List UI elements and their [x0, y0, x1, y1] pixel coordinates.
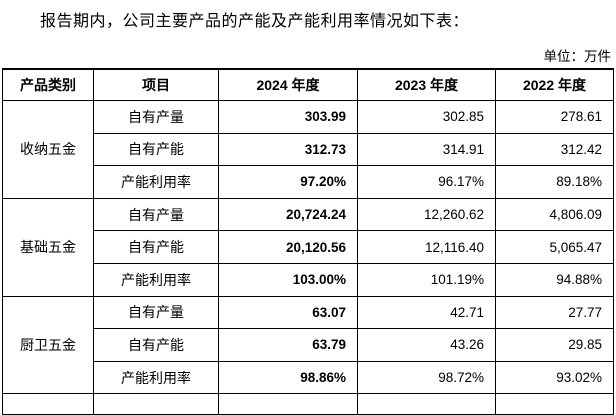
value-2023: 12,260.62 [357, 197, 496, 232]
unit-label: 单位：万件 [543, 49, 612, 64]
value-2024: 303.99 [218, 100, 358, 134]
item-cell: 产能利用率 [93, 360, 219, 395]
table-row: 产能利用率 103.00% 101.19% 94.88% [3, 262, 614, 297]
category-cell-storage: 收纳五金 [2, 100, 94, 199]
table-row: 收纳五金 自有产量 303.99 302.85 278.61 [2, 100, 614, 199]
table-row: 产能利用率 97.20% 96.17% 89.18% [3, 165, 614, 199]
header-item: 项目 [93, 68, 219, 101]
item-cell: 产能利用率 [93, 165, 219, 199]
value-2024: 63.07 [218, 295, 358, 330]
value-2023: 96.17% [357, 165, 496, 199]
value-2022: 4,806.09 [495, 197, 614, 232]
table-row: 自有产能 312.73 314.91 312.42 [3, 132, 614, 167]
value-2022: 89.18% [495, 165, 614, 199]
value-2022: 5,065.47 [495, 230, 614, 264]
value-2023: 302.85 [357, 100, 496, 134]
value-2023: 42.71 [357, 295, 496, 330]
table-row: 厨卫五金 自有产量 63.07 42.71 27.77 [2, 295, 614, 395]
table-row-cutoff [2, 393, 614, 415]
value-2023: 314.91 [357, 132, 496, 167]
value-2022: 29.85 [495, 328, 614, 362]
header-year-2023: 2023 年度 [357, 68, 496, 101]
table-row: 基础五金 自有产量 20,724.24 12,260.62 4,806.09 [2, 197, 614, 297]
value-2023: 98.72% [357, 360, 496, 395]
item-cell: 产能利用率 [93, 262, 219, 297]
value-2024: 312.73 [218, 132, 358, 167]
header-row: 产品类别 项目 2024 年度 2023 年度 2022 年度 [2, 68, 614, 101]
value-2023: 101.19% [357, 262, 496, 297]
item-cell: 自有产量 [93, 197, 219, 232]
item-cell: 自有产能 [93, 328, 219, 362]
value-2024: 63.79 [218, 328, 358, 362]
value-2022: 278.61 [495, 100, 614, 134]
table-row: 自有产能 63.79 43.26 29.85 [3, 328, 614, 362]
category-cell-kitchen-bath: 厨卫五金 [2, 295, 94, 395]
value-2022: 94.88% [495, 262, 614, 297]
intro-paragraph: 报告期内，公司主要产品的产能及产能利用率情况如下表： [40, 13, 470, 30]
value-2023: 43.26 [357, 328, 496, 362]
item-cell: 自有产能 [93, 230, 219, 264]
value-2023: 12,116.40 [357, 230, 496, 264]
category-cell-basic: 基础五金 [2, 197, 94, 297]
table-row: 自有产能 20,120.56 12,116.40 5,065.47 [3, 230, 614, 264]
value-2022: 312.42 [495, 132, 614, 167]
value-2022: 93.02% [495, 360, 614, 395]
value-2022: 27.77 [495, 295, 614, 330]
header-year-2022: 2022 年度 [495, 68, 614, 101]
item-cell: 自有产量 [93, 295, 219, 330]
header-year-2024: 2024 年度 [218, 68, 358, 101]
value-2024: 98.86% [218, 360, 358, 395]
value-2024: 20,120.56 [218, 230, 358, 264]
table-row: 产能利用率 98.86% 98.72% 93.02% [3, 360, 614, 395]
value-2024: 97.20% [218, 165, 358, 199]
item-cell: 自有产能 [93, 132, 219, 167]
capacity-table: 产品类别 项目 2024 年度 2023 年度 2022 年度 收纳五金 自有产… [2, 68, 614, 415]
value-2024: 20,724.24 [218, 197, 358, 232]
header-product-category: 产品类别 [2, 68, 94, 101]
item-cell: 自有产量 [93, 100, 219, 134]
value-2024: 103.00% [218, 262, 358, 297]
